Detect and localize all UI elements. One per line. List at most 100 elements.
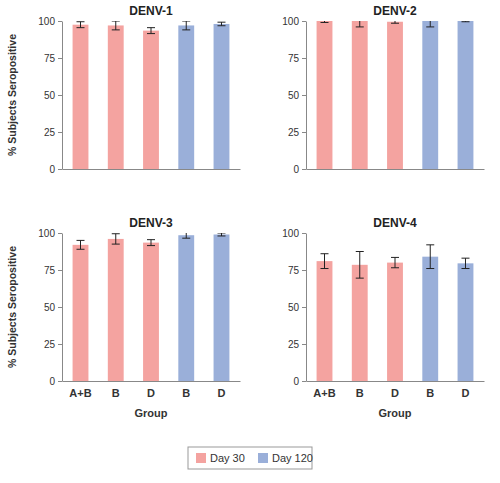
x-axis-title: Group bbox=[135, 407, 168, 419]
bar bbox=[352, 265, 368, 381]
y-tick: 0 bbox=[293, 376, 306, 387]
bar bbox=[214, 234, 230, 381]
error-bar bbox=[321, 254, 329, 269]
y-tick-label: 75 bbox=[44, 53, 56, 64]
y-tick: 50 bbox=[44, 90, 62, 101]
y-tick-mark bbox=[302, 58, 306, 59]
y-tick: 100 bbox=[38, 228, 62, 239]
legend-label: Day 30 bbox=[210, 452, 245, 464]
y-axis-line bbox=[62, 234, 63, 382]
y-tick: 75 bbox=[288, 53, 306, 64]
x-tick-label: B bbox=[356, 387, 364, 399]
y-tick-mark bbox=[58, 307, 62, 308]
figure: 0255075100DENV-1% Subjects Seropositive0… bbox=[0, 0, 500, 483]
y-tick-label: 50 bbox=[44, 302, 56, 313]
error-bar bbox=[77, 22, 85, 28]
y-tick-mark bbox=[58, 132, 62, 133]
y-tick: 75 bbox=[44, 265, 62, 276]
error-bar bbox=[77, 240, 85, 249]
y-tick-mark bbox=[302, 233, 306, 234]
error-bar bbox=[461, 258, 469, 268]
error-bar bbox=[426, 245, 434, 269]
x-tick-label: D bbox=[462, 387, 470, 399]
legend: Day 30 Day 120 bbox=[188, 447, 313, 469]
x-tick: D bbox=[147, 387, 155, 399]
panel: 0255075100A+BBDBDDENV-3% Subjects Seropo… bbox=[6, 216, 241, 419]
y-axis-title: % Subjects Seropositive bbox=[6, 34, 18, 156]
x-tick: B bbox=[182, 387, 190, 399]
y-axis: 0255075100 bbox=[38, 228, 62, 387]
y-tick: 50 bbox=[44, 302, 62, 313]
x-tick-label: D bbox=[391, 387, 399, 399]
bar bbox=[458, 21, 474, 169]
panel: 0 25 50 75 100 DENV-1 % Subjects Seropositive bbox=[6, 4, 241, 175]
x-tick-label: D bbox=[147, 387, 155, 399]
chart-title: DENV-1 bbox=[129, 4, 173, 18]
y-tick-mark bbox=[58, 270, 62, 271]
y-tick-label: 100 bbox=[282, 228, 299, 239]
bar bbox=[317, 261, 333, 381]
y-tick: 50 bbox=[288, 302, 306, 313]
y-tick: 0 bbox=[49, 164, 62, 175]
error-bar bbox=[182, 233, 190, 238]
y-tick: 75 bbox=[288, 265, 306, 276]
x-tick: D bbox=[391, 387, 399, 399]
y-tick-label: 75 bbox=[288, 53, 300, 64]
bar bbox=[214, 24, 230, 169]
x-tick-label: A+B bbox=[69, 387, 91, 399]
error-bar bbox=[112, 21, 120, 30]
bar bbox=[352, 21, 368, 169]
x-axis bbox=[63, 169, 241, 170]
x-axis-line bbox=[307, 169, 485, 170]
y-tick-label: 0 bbox=[49, 164, 55, 175]
y-axis-title: % Subjects Seropositive bbox=[6, 246, 18, 368]
bar bbox=[73, 25, 89, 169]
error-bar bbox=[182, 21, 190, 30]
bar bbox=[73, 245, 89, 381]
y-tick-mark bbox=[58, 95, 62, 96]
y-tick: 50 bbox=[288, 90, 306, 101]
x-tick: B bbox=[112, 387, 120, 399]
y-tick: 25 bbox=[44, 127, 62, 138]
y-tick-label: 100 bbox=[38, 228, 55, 239]
y-tick: 75 bbox=[44, 53, 62, 64]
y-axis-line bbox=[62, 22, 63, 170]
y-tick-label: 50 bbox=[288, 302, 300, 313]
x-axis-line bbox=[63, 169, 241, 170]
x-tick-label: A+B bbox=[313, 387, 335, 399]
y-tick-label: 0 bbox=[293, 164, 299, 175]
y-axis: 0 25 50 75 100 bbox=[282, 16, 306, 175]
x-axis bbox=[307, 169, 485, 170]
error-bar bbox=[391, 257, 399, 267]
plot-area bbox=[73, 233, 230, 381]
y-axis-line bbox=[306, 234, 307, 382]
error-bar bbox=[321, 21, 329, 22]
y-tick-mark bbox=[58, 381, 62, 382]
y-tick-label: 25 bbox=[288, 127, 300, 138]
y-tick-label: 75 bbox=[288, 265, 300, 276]
error-bar bbox=[391, 21, 399, 23]
x-tick: D bbox=[462, 387, 470, 399]
error-bar bbox=[147, 28, 155, 34]
y-tick-mark bbox=[58, 344, 62, 345]
bar bbox=[143, 31, 159, 169]
y-axis: 0 25 50 75 100 bbox=[282, 228, 306, 387]
legend-swatch bbox=[258, 453, 268, 463]
y-axis: 0 25 50 75 100 bbox=[38, 16, 62, 175]
y-tick: 100 bbox=[282, 16, 306, 27]
y-tick: 100 bbox=[282, 228, 306, 239]
bar bbox=[317, 21, 333, 169]
error-bar bbox=[356, 252, 364, 279]
y-tick: 25 bbox=[288, 339, 306, 350]
bar bbox=[458, 263, 474, 381]
legend-label: Day 120 bbox=[272, 452, 313, 464]
error-bar bbox=[217, 22, 225, 26]
y-tick: 100 bbox=[38, 16, 62, 27]
y-tick-mark bbox=[302, 344, 306, 345]
x-tick: A+B bbox=[313, 387, 335, 399]
chart-title: DENV-2 bbox=[373, 4, 417, 18]
y-tick: 25 bbox=[44, 339, 62, 350]
bar bbox=[108, 239, 124, 381]
x-tick: D bbox=[218, 387, 226, 399]
x-tick-label: B bbox=[426, 387, 434, 399]
